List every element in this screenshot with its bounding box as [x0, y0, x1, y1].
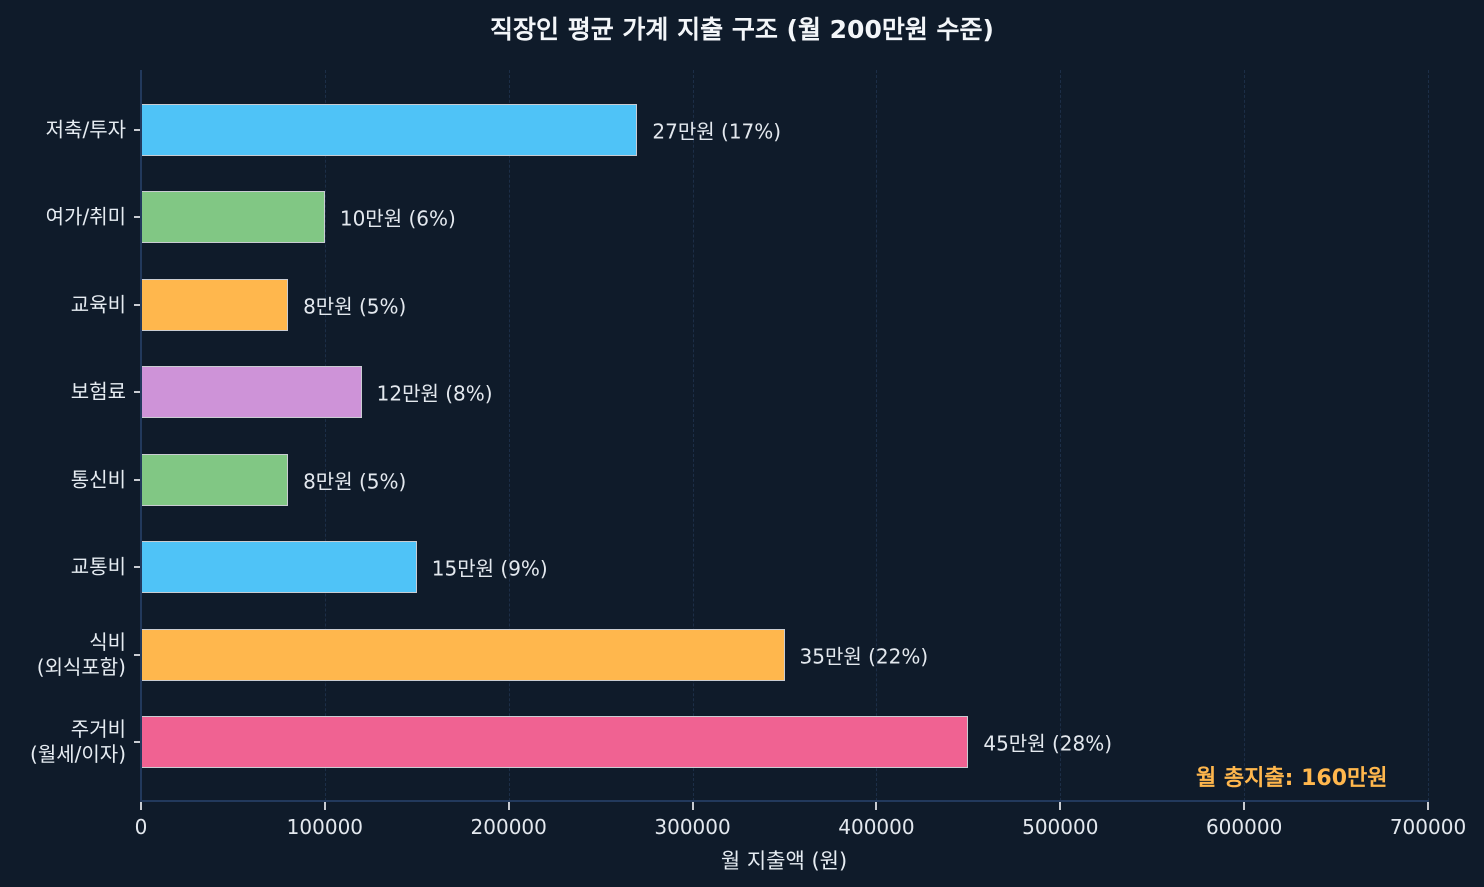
bar-value-label: 35만원 (22%) [799, 644, 929, 669]
x-tick [323, 802, 326, 810]
category-label-line1: 식비 [89, 630, 126, 654]
category-label-line1: 교육비 [70, 292, 126, 317]
x-tick [140, 802, 142, 810]
bar-value-label: 27만원 (17%) [652, 119, 782, 144]
category-label: 주거비 (월세/이자) [30, 717, 126, 767]
y-tick [134, 304, 140, 306]
y-tick [134, 129, 140, 131]
gridline [692, 70, 694, 801]
bar [141, 104, 638, 156]
gridline [1428, 70, 1429, 801]
category-label-line2: (외식포함) [36, 655, 126, 679]
category-label: 교육비 [71, 293, 126, 318]
category-label-line1: 통신비 [70, 467, 126, 492]
bar [141, 629, 785, 681]
x-tick-label: 600000 [1205, 815, 1283, 839]
chart-title: 직장인 평균 가계 지출 구조 (월 200만원 수준) [490, 15, 994, 44]
y-tick [134, 654, 140, 656]
gridline [876, 70, 878, 801]
category-label-line1: 교통비 [70, 554, 126, 579]
total-annotation: 월 총지출: 160만원 [1196, 766, 1388, 791]
x-axis-title: 월 지출액 (원) [720, 849, 848, 873]
category-label-line1: 주거비 [70, 717, 126, 741]
y-tick [134, 479, 140, 481]
x-tick-label: 700000 [1389, 815, 1467, 839]
category-label-line1: 여가/취미 [45, 204, 126, 229]
x-tick [875, 802, 878, 810]
y-axis-line [140, 70, 142, 802]
bar-value-label: 8만원 (5%) [303, 469, 407, 494]
bar [141, 716, 969, 768]
x-tick-label: 100000 [286, 815, 364, 839]
x-axis-line [140, 800, 1429, 802]
x-tick [691, 802, 694, 810]
gridline [1244, 70, 1246, 801]
category-label: 저축/투자 [46, 118, 126, 143]
plot-area: 27만원 (17%) 10만원 (6%) 8만원 (5%) 12만원 (8%) 8만원 … [141, 70, 1429, 801]
bar [141, 541, 417, 593]
bar [141, 366, 362, 418]
category-label: 여가/취미 [46, 205, 126, 230]
bar [141, 454, 289, 506]
x-tick [1427, 802, 1429, 810]
category-label-line1: 보험료 [70, 379, 126, 404]
x-tick-label: 200000 [470, 815, 547, 839]
gridline [1060, 70, 1062, 801]
y-tick [134, 391, 140, 393]
bar [141, 191, 325, 243]
x-tick [507, 802, 510, 810]
bar-value-label: 15만원 (9%) [431, 556, 548, 581]
x-tick-label: 400000 [838, 815, 915, 839]
gridline [508, 70, 510, 801]
bar-value-label: 8만원 (5%) [303, 294, 407, 319]
category-label: 식비 (외식포함) [37, 630, 126, 680]
category-label-line2: (월세/이자) [30, 742, 126, 766]
x-tick [1059, 802, 1062, 810]
x-tick [1243, 802, 1246, 810]
category-label: 교통비 [71, 555, 126, 580]
bar [141, 279, 289, 331]
y-tick [134, 566, 140, 568]
bar-value-label: 12만원 (8%) [376, 381, 493, 406]
y-tick [134, 741, 140, 743]
y-tick [134, 216, 140, 218]
bar-value-label: 45만원 (28%) [983, 731, 1113, 756]
gridline [324, 70, 326, 801]
category-label: 통신비 [71, 468, 126, 493]
category-label: 보험료 [71, 380, 126, 405]
category-label-line1: 저축/투자 [45, 117, 126, 142]
bar-value-label: 10만원 (6%) [339, 206, 456, 231]
x-tick-label: 0 [134, 815, 148, 839]
x-tick-label: 500000 [1022, 815, 1099, 839]
x-tick-label: 300000 [654, 815, 731, 839]
